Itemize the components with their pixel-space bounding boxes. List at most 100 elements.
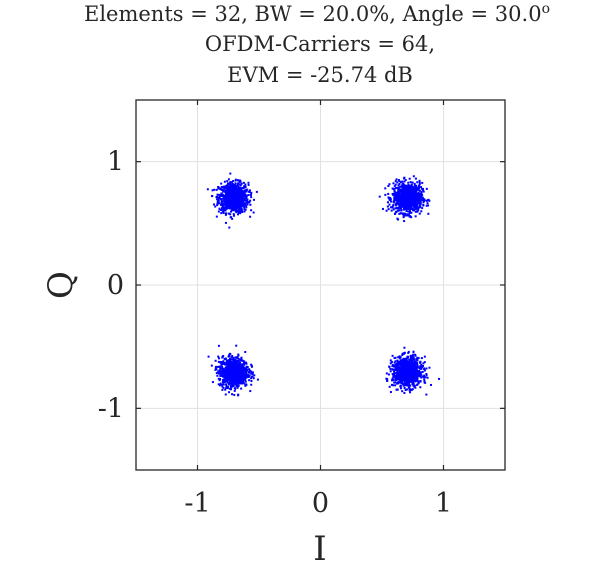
- symbol-point: [389, 196, 392, 199]
- symbol-point: [232, 366, 235, 369]
- symbol-point: [418, 366, 421, 369]
- symbol-point: [225, 384, 228, 387]
- symbol-point: [401, 352, 404, 355]
- symbol-point: [405, 192, 408, 195]
- symbol-point: [423, 369, 426, 372]
- symbol-point: [416, 209, 419, 212]
- symbol-point: [425, 373, 428, 375]
- symbol-point: [247, 181, 250, 184]
- symbol-point: [220, 212, 223, 215]
- symbol-cluster: [207, 344, 259, 397]
- symbol-point: [416, 197, 419, 200]
- symbol-point: [250, 372, 253, 375]
- symbol-point: [225, 372, 228, 375]
- symbol-point: [238, 208, 241, 211]
- symbol-point: [217, 360, 220, 363]
- symbol-point: [404, 380, 407, 383]
- symbol-point: [223, 203, 226, 206]
- symbol-point: [387, 196, 390, 199]
- symbol-point: [235, 205, 238, 208]
- symbol-point: [400, 367, 403, 370]
- symbol-point: [398, 361, 401, 364]
- symbol-point: [406, 374, 409, 377]
- symbol-point: [233, 199, 236, 202]
- symbol-point: [235, 375, 238, 378]
- symbol-point: [396, 372, 399, 375]
- symbol-point: [397, 194, 400, 197]
- symbol-point: [400, 362, 403, 365]
- symbol-point: [242, 186, 245, 189]
- symbol-point: [221, 365, 224, 368]
- symbol-point: [405, 358, 408, 361]
- symbol-point: [252, 377, 255, 380]
- symbol-point: [399, 375, 402, 378]
- symbol-point: [398, 374, 401, 377]
- symbol-point: [229, 216, 232, 219]
- symbol-point: [229, 363, 232, 366]
- symbol-point: [396, 362, 399, 365]
- symbol-point: [381, 207, 384, 210]
- symbol-point: [215, 365, 217, 368]
- symbol-point: [414, 186, 417, 189]
- symbol-point: [403, 212, 406, 215]
- symbol-point: [391, 187, 394, 190]
- symbol-point: [217, 365, 220, 368]
- symbol-point: [234, 370, 237, 373]
- symbol-point: [412, 186, 415, 189]
- symbol-point: [422, 204, 425, 207]
- symbol-point: [409, 181, 412, 184]
- symbol-point: [250, 191, 253, 194]
- symbol-point: [399, 369, 402, 372]
- symbol-point: [233, 371, 236, 374]
- symbol-point: [399, 356, 402, 359]
- symbol-point: [423, 361, 426, 364]
- symbol-point: [403, 192, 406, 195]
- symbol-point: [407, 205, 410, 208]
- symbol-point: [419, 386, 422, 389]
- symbol-point: [239, 193, 242, 196]
- symbol-point: [226, 387, 229, 390]
- symbol-point: [230, 379, 233, 382]
- symbol-point: [418, 179, 421, 182]
- symbol-point: [218, 196, 221, 199]
- symbol-point: [422, 198, 425, 201]
- symbol-point: [237, 364, 240, 367]
- symbol-point: [222, 383, 225, 386]
- symbol-point: [227, 187, 230, 190]
- symbol-point: [218, 384, 221, 387]
- symbol-point: [387, 184, 390, 187]
- symbol-point: [399, 181, 402, 184]
- symbol-point: [404, 370, 407, 373]
- symbol-point: [229, 202, 232, 205]
- symbol-point: [227, 182, 230, 185]
- symbol-point: [239, 190, 242, 193]
- symbol-point: [229, 184, 232, 187]
- symbol-point: [386, 378, 389, 381]
- symbol-point: [238, 367, 241, 370]
- symbol-point: [245, 371, 248, 373]
- symbol-point: [236, 372, 239, 375]
- symbol-point: [390, 209, 393, 212]
- symbol-point: [405, 205, 408, 208]
- symbol-point: [246, 201, 249, 204]
- symbol-point: [236, 359, 239, 362]
- symbol-point: [414, 177, 417, 180]
- symbol-point: [230, 355, 233, 358]
- symbol-point: [248, 369, 251, 372]
- symbol-point: [221, 210, 224, 213]
- symbol-point: [413, 198, 416, 201]
- symbol-point: [226, 183, 229, 186]
- symbol-point: [394, 368, 397, 371]
- symbol-point: [243, 369, 246, 372]
- symbol-point: [232, 201, 235, 204]
- symbol-point: [400, 365, 403, 368]
- symbol-point: [219, 373, 222, 376]
- symbol-point: [241, 189, 244, 192]
- symbol-point: [239, 365, 242, 368]
- symbol-point: [243, 208, 246, 211]
- symbol-point: [412, 377, 415, 380]
- symbol-point: [396, 376, 399, 379]
- symbol-point: [239, 371, 242, 374]
- symbol-point: [392, 379, 395, 382]
- symbol-point: [221, 363, 224, 366]
